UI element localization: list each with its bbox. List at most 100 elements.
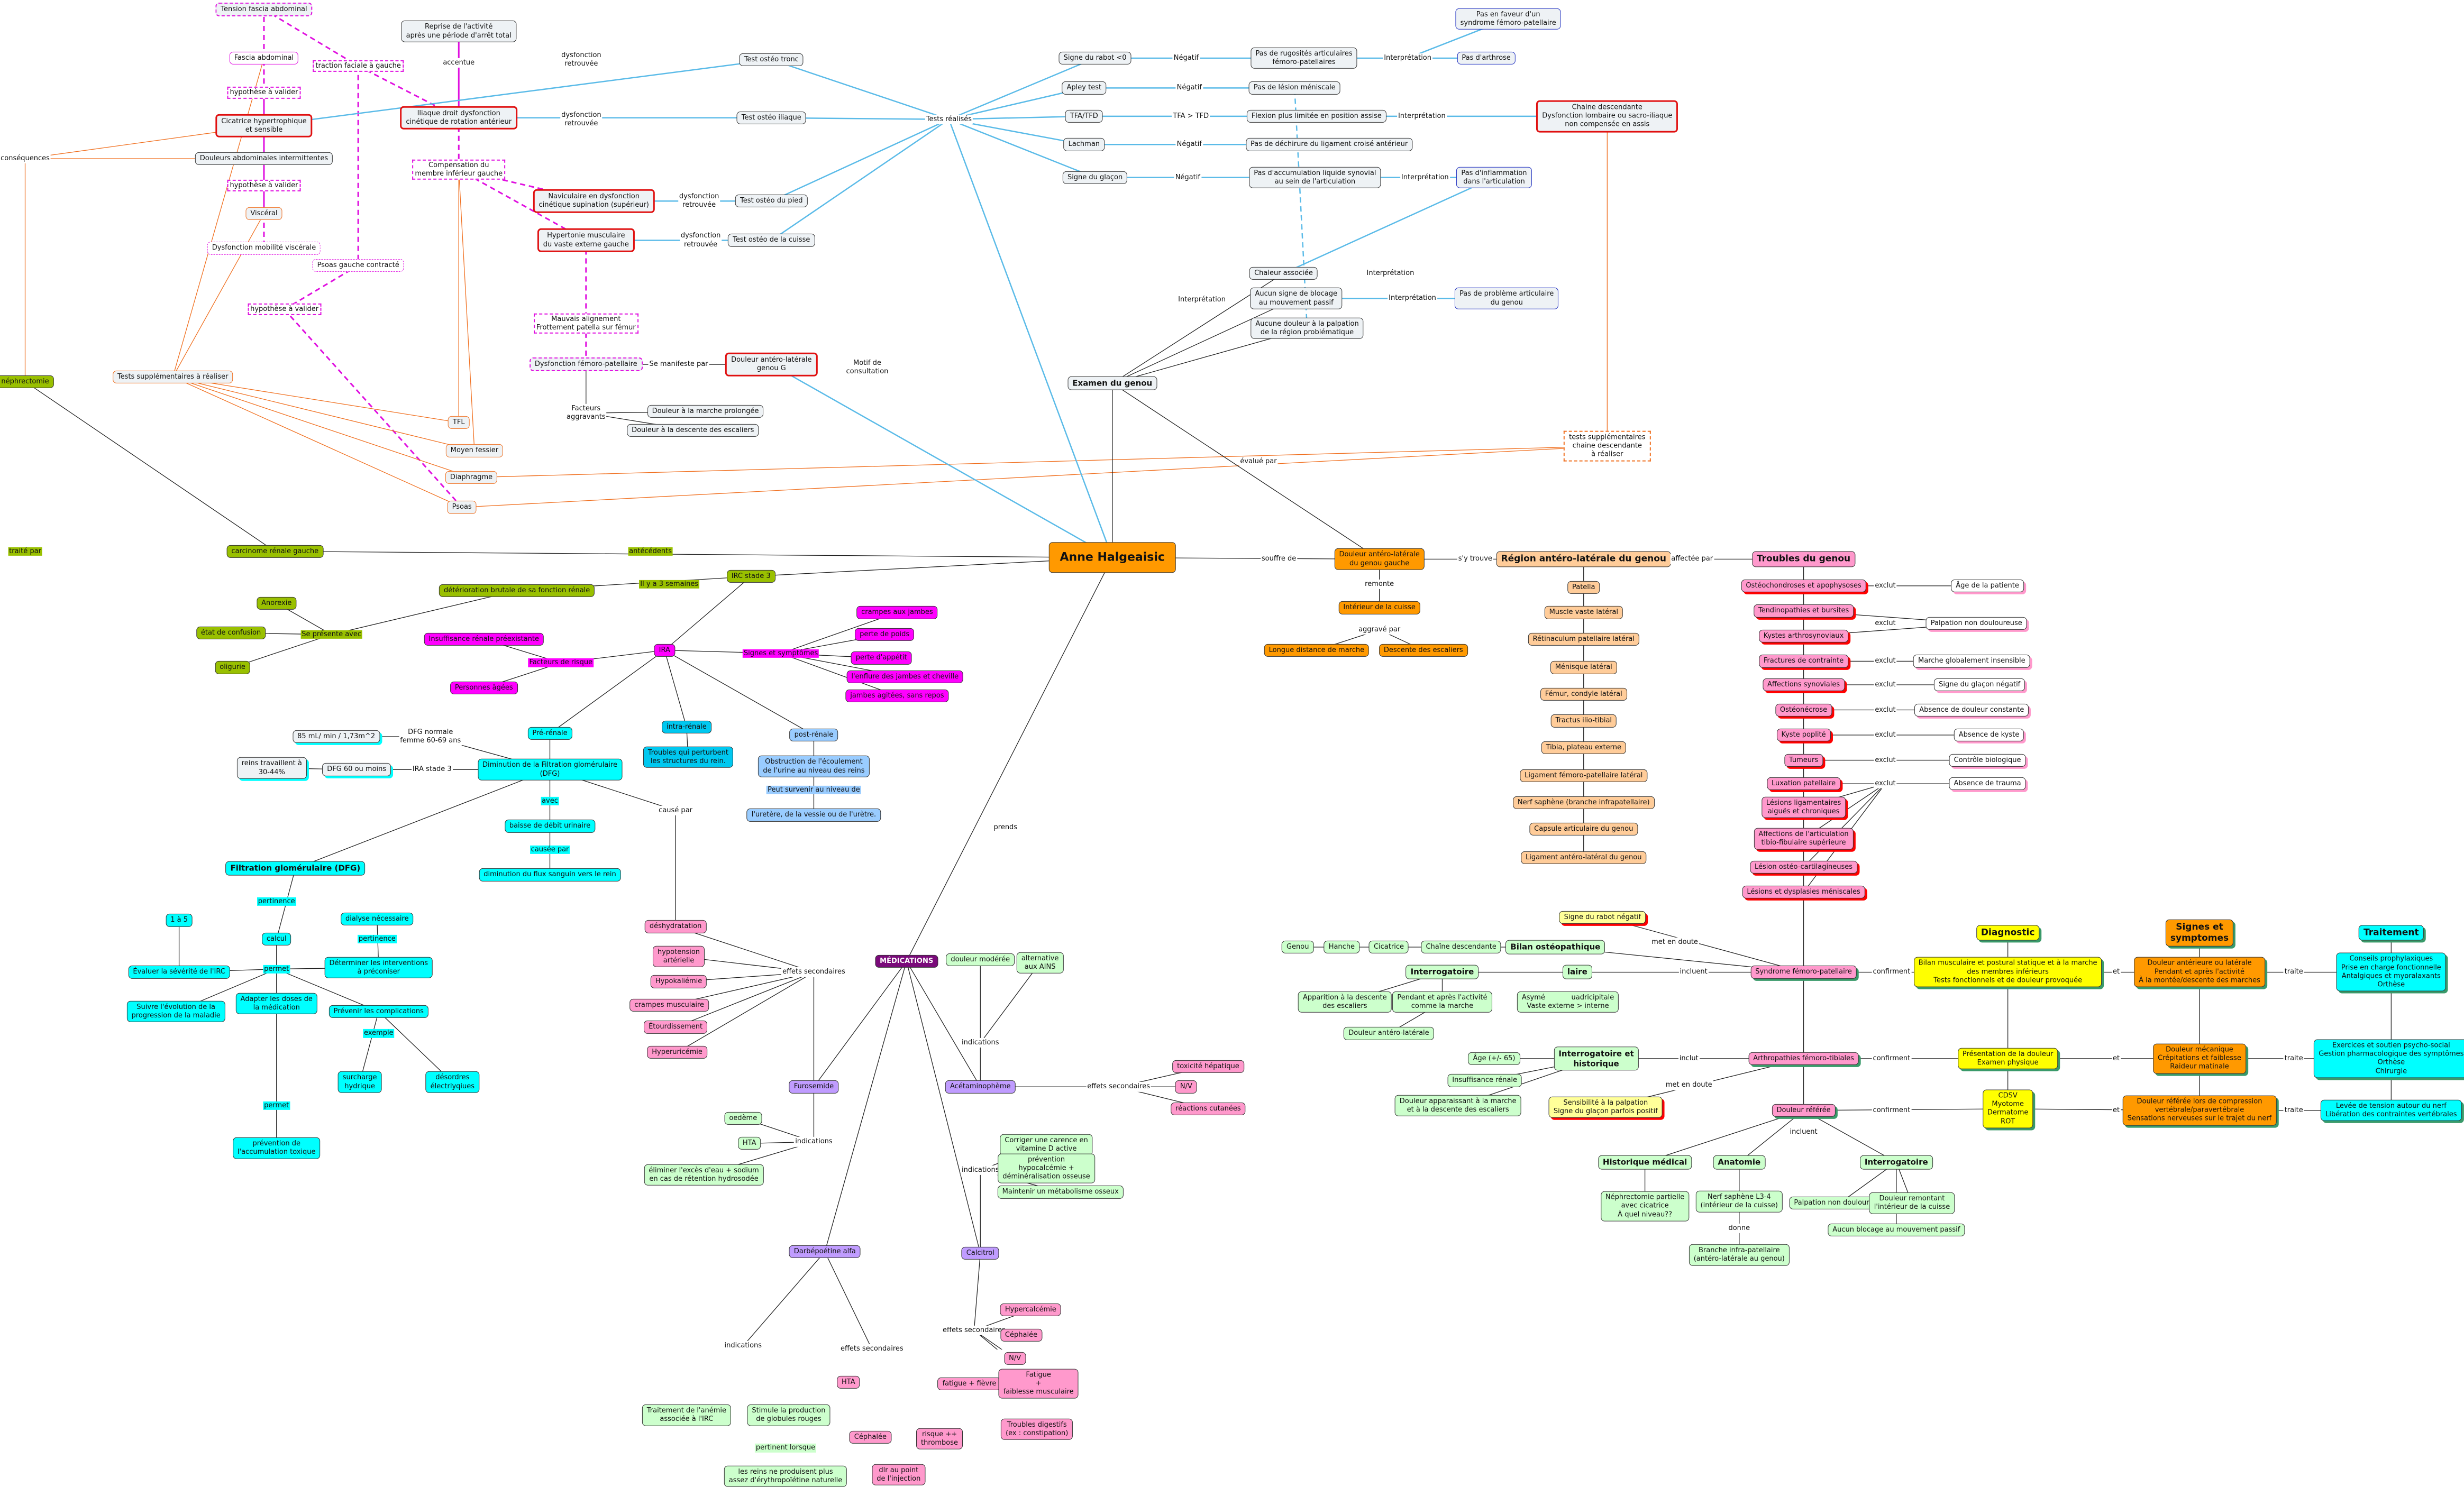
- concept-accumulation[interactable]: Pas d'accumulation liquide synovial au s…: [1249, 167, 1381, 188]
- concept-test-iliaque[interactable]: Test ostéo iliaque: [736, 111, 806, 124]
- concept-diagnostic[interactable]: Diagnostic: [1976, 925, 2040, 941]
- concept-t7[interactable]: Kyste poplité: [1776, 728, 1831, 742]
- concept-arthropathies[interactable]: Arthropathies fémoro-tibiales: [1748, 1052, 1859, 1065]
- concept-exercices[interactable]: Exercices et soutien psycho-social Gesti…: [2314, 1039, 2464, 1078]
- concept-bilan-musc[interactable]: Bilan musculaire et postural statique et…: [1913, 957, 2102, 987]
- concept-furosemide[interactable]: Furosemide: [789, 1080, 839, 1094]
- concept-visceral[interactable]: Viscéral: [245, 207, 282, 221]
- concept-tibia[interactable]: Tibia, plateau externe: [1541, 741, 1626, 754]
- concept-lachman[interactable]: Lachman: [1063, 138, 1105, 151]
- concept-douleur-ref[interactable]: Douleur référée: [1772, 1104, 1836, 1117]
- concept-moyen-fessier[interactable]: Moyen fessier: [445, 444, 504, 457]
- concept-diaphragme[interactable]: Diaphragme: [445, 471, 498, 484]
- concept-conseils[interactable]: Conseils prophylaxiques Prise en charge …: [2336, 952, 2446, 992]
- concept-hypercalcemie[interactable]: Hypercalcémie: [1000, 1303, 1061, 1317]
- concept-hypokaliemie[interactable]: Hypokaliémie: [650, 975, 707, 988]
- concept-dim-flux[interactable]: diminution du flux sanguin vers le rein: [479, 868, 621, 882]
- concept-ml85[interactable]: 85 mL/ min / 1,73m^2: [293, 730, 380, 744]
- concept-r7[interactable]: Contrôle biologique: [1949, 754, 2026, 767]
- concept-intra-renale[interactable]: intra-rénale: [661, 721, 711, 734]
- concept-etourdissement[interactable]: Étourdissement: [644, 1021, 708, 1034]
- concept-test-cuisse[interactable]: Test ostéo de la cuisse: [728, 234, 815, 247]
- concept-hypertonie[interactable]: Hypertonie musculaire du vaste externe g…: [537, 228, 635, 252]
- concept-aucun-blocage[interactable]: Aucun signe de blocage au mouvement pass…: [1250, 288, 1342, 309]
- concept-nephrectomie[interactable]: néphrectomie: [0, 375, 54, 388]
- concept-calcitrol[interactable]: Calcitrol: [961, 1246, 999, 1260]
- concept-jambes-agitees[interactable]: jambes agitées, sans repos: [845, 689, 949, 702]
- concept-suivre[interactable]: Suivre l'évolution de la progression de …: [126, 1000, 225, 1022]
- concept-d-descente[interactable]: Douleur à la descente des escaliers: [627, 424, 759, 437]
- concept-t13[interactable]: Lésions et dysplasies méniscales: [1742, 885, 1865, 899]
- concept-douleur-gg[interactable]: Douleur antéro-latérale du genou gauche: [1334, 548, 1425, 570]
- concept-douleurs-abdo[interactable]: Douleurs abdominales intermittentes: [195, 152, 333, 166]
- concept-naviculaire[interactable]: Naviculaire en dysfonction cinétique sup…: [533, 189, 655, 213]
- concept-chaine-desc[interactable]: Chaine descendante Dysfonction lombaire …: [1536, 100, 1678, 133]
- concept-traitement[interactable]: Traitement: [2359, 925, 2424, 941]
- concept-r5[interactable]: Absence de douleur constante: [1914, 703, 2029, 717]
- concept-t4[interactable]: Fractures de contrainte: [1758, 655, 1849, 668]
- concept-glacon[interactable]: Signe du glaçon: [1062, 171, 1128, 184]
- concept-crampes[interactable]: crampes aux jambes: [856, 606, 938, 619]
- concept-perte-appetit[interactable]: perte d'appétit: [851, 651, 912, 665]
- concept-sensibilite[interactable]: Sensibilité à la palpation Signe du glaç…: [1548, 1096, 1663, 1118]
- concept-retinaculum[interactable]: Rétinaculum patellaire latéral: [1528, 632, 1639, 646]
- concept-test-tronc[interactable]: Test ostéo tronc: [739, 53, 804, 67]
- concept-tox-hep[interactable]: toxicité hépatique: [1172, 1060, 1244, 1073]
- concept-cephalee2[interactable]: Céphalée: [1000, 1328, 1043, 1342]
- concept-ira[interactable]: IRA: [654, 644, 675, 657]
- concept-examen-genou[interactable]: Examen du genou: [1067, 376, 1157, 391]
- link-label-compensation[interactable]: Compensation du membre inférieur gauche: [412, 159, 506, 180]
- concept-signe-rabot[interactable]: Signe du rabot <0: [1058, 51, 1131, 65]
- concept-t9[interactable]: Luxation patellaire: [1766, 777, 1841, 791]
- concept-calcul[interactable]: calcul: [261, 932, 291, 946]
- concept-lig-fp[interactable]: Ligament fémoro-patellaire latéral: [1520, 769, 1648, 783]
- concept-patella[interactable]: Patella: [1567, 581, 1600, 594]
- concept-prevention[interactable]: prévention de l'accumulation toxique: [232, 1137, 321, 1159]
- concept-sfp[interactable]: Syndrome fémoro-patellaire: [1750, 966, 1857, 979]
- concept-t11[interactable]: Affections de l'articulation tibio-fibul…: [1754, 828, 1854, 850]
- concept-insuff-preex[interactable]: Insuffisance rénale préexistante: [424, 632, 544, 646]
- concept-dysf-visc[interactable]: Dysfonction mobilité viscérale: [207, 242, 321, 255]
- concept-lig-al[interactable]: Ligament antéro-latéral du genou: [1521, 851, 1647, 864]
- concept-flexion[interactable]: Flexion plus limitée en position assise: [1246, 109, 1386, 123]
- concept-troubles-genou[interactable]: Troubles du genou: [1751, 551, 1856, 567]
- concept-dlr-injection[interactable]: dlr au point de l'injection: [872, 1464, 926, 1486]
- concept-deterioration[interactable]: détérioration brutale de sa fonction rén…: [439, 584, 595, 597]
- concept-t6[interactable]: Ostéonécrose: [1775, 703, 1832, 717]
- concept-tests-supp[interactable]: Tests supplémentaires à réaliser: [112, 370, 233, 383]
- concept-tractus[interactable]: Tractus ilio-tibial: [1550, 714, 1617, 728]
- concept-psoas[interactable]: Psoas: [447, 501, 477, 514]
- concept-t10[interactable]: Lésions ligamentaires aiguës et chroniqu…: [1761, 796, 1846, 818]
- concept-hta2[interactable]: HTA: [836, 1375, 860, 1389]
- concept-r1[interactable]: Âge de la patiente: [1951, 579, 2024, 592]
- concept-hypotension[interactable]: hypotension artérielle: [653, 946, 705, 968]
- concept-un-a-cinq[interactable]: 1 à 5: [166, 914, 193, 927]
- concept-d-anterieure[interactable]: Douleur antérieure ou latérale Pendant e…: [2134, 957, 2265, 987]
- concept-troubles-dig[interactable]: Troubles digestifs (ex : constipation): [1001, 1418, 1073, 1440]
- concept-tfa[interactable]: TFA/TFD: [1065, 109, 1103, 123]
- concept-anne[interactable]: Anne Halgeaisic: [1048, 542, 1176, 573]
- concept-signes-s[interactable]: Signes et symptomes: [2165, 919, 2234, 947]
- concept-irc[interactable]: IRC stade 3: [726, 570, 775, 583]
- concept-capsule[interactable]: Capsule articulaire du genou: [1529, 823, 1638, 836]
- concept-pre-renale[interactable]: Pré-rénale: [527, 727, 572, 740]
- link-label-hyp2[interactable]: hypothèse à valider: [227, 179, 301, 191]
- concept-menisque[interactable]: Ménisque latéral: [1550, 661, 1617, 674]
- concept-t2[interactable]: Tendinopathies et bursites: [1753, 604, 1854, 618]
- concept-medications[interactable]: MÉDICATIONS: [875, 954, 938, 968]
- concept-test-pied[interactable]: Test ostéo du pied: [735, 195, 808, 208]
- concept-baisse-debit[interactable]: baisse de débit urinaire: [504, 820, 596, 833]
- concept-reins-trav[interactable]: reins travaillent à 30-44%: [236, 757, 307, 779]
- concept-d-marche[interactable]: Douleur à la marche prolongée: [647, 405, 764, 418]
- concept-obstruction[interactable]: Obstruction de l'écoulement de l'urine a…: [758, 756, 870, 777]
- concept-prevenir[interactable]: Prévenir les complications: [328, 1005, 428, 1018]
- concept-hyperuricemie[interactable]: Hyperuricémie: [647, 1045, 707, 1059]
- concept-surcharge[interactable]: surcharge hydrique: [337, 1071, 382, 1093]
- concept-pas-inflammation[interactable]: Pas d'inflammation dans l'articulation: [1456, 167, 1532, 188]
- concept-presentation[interactable]: Présentation de la douleur Examen physiq…: [1957, 1048, 2058, 1070]
- concept-uretere[interactable]: l'uretère, de la vessie ou de l'urètre.: [746, 809, 881, 822]
- concept-crampes-musc[interactable]: crampes musculaire: [629, 998, 709, 1012]
- concept-descente[interactable]: Descente des escaliers: [1379, 644, 1468, 657]
- concept-tension-fascia[interactable]: Tension fascia abdominal: [215, 2, 313, 16]
- concept-douleur-g[interactable]: Douleur antéro-latérale genou G: [725, 352, 818, 377]
